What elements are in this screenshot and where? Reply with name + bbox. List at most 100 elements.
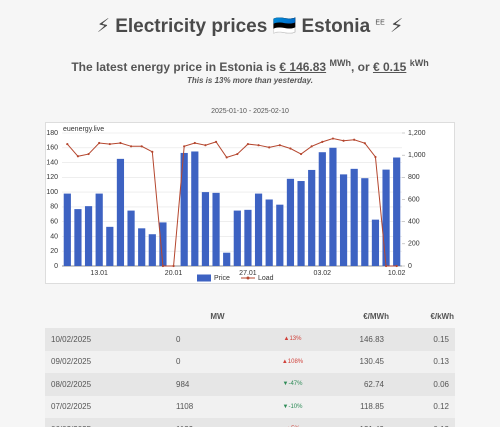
price-mwh: € 146.83 (279, 60, 327, 74)
legend-swatch (246, 276, 250, 280)
bar (159, 222, 167, 266)
point (289, 147, 292, 150)
bar (212, 192, 220, 266)
point (183, 145, 186, 148)
table-row: 07/02/2025 1108 ▼-10% 118.85 0.12 (45, 395, 455, 418)
point (98, 141, 101, 145)
point (321, 140, 324, 143)
point (172, 264, 175, 268)
unit: kWh (409, 58, 429, 68)
line (66, 138, 397, 267)
table: MW €/MWh €/kWh 10/02/2025 0 ▲13% 146.83 0.15 09… (45, 304, 455, 427)
note: This is 13% more than yesterday. (187, 76, 313, 85)
table-cell: 118.85 (360, 402, 384, 412)
table-cell: 130.45 (359, 357, 384, 367)
bar (339, 174, 348, 266)
point (331, 137, 335, 140)
chart: euenergy.live 0 20 40 60 80 100 120 140 160 180 0 2… (45, 122, 455, 284)
y-tick-label: 160 (46, 145, 58, 152)
point (353, 138, 356, 141)
table-cell: 146.83 (359, 334, 384, 344)
table-row: 06/02/20251139▲5%131.490.13 (45, 418, 455, 427)
point (66, 142, 69, 146)
point (278, 144, 281, 147)
table-cell: ▼-10% (282, 403, 303, 410)
point (108, 142, 111, 146)
source: euenergy.live (63, 126, 104, 133)
bar (116, 158, 125, 266)
point (193, 141, 196, 145)
legend-label: Load (258, 275, 274, 282)
x-tick-label: 03.02 (314, 270, 332, 277)
point (310, 145, 313, 148)
bar (244, 209, 252, 266)
bar (223, 252, 231, 266)
price-line: The latest energy price in Estonia is € … (0, 58, 500, 74)
y2-tick-label: 1,200 (408, 130, 426, 137)
point (87, 152, 90, 156)
legend-swatch (197, 274, 211, 282)
y2-tick-label: 600 (408, 196, 420, 203)
table-cell: 0.13 (390, 418, 455, 427)
point (204, 144, 207, 147)
bar (286, 178, 295, 266)
title: ⚡ Electricity prices 🇪🇪 Estonia (96, 16, 371, 37)
title-end: ⚡ (390, 16, 404, 37)
point (236, 152, 239, 156)
point (246, 142, 250, 146)
bar (393, 157, 401, 266)
point (161, 264, 165, 268)
table-cell: 0 (176, 357, 181, 367)
bar (74, 209, 82, 266)
table-cell: 1108 (176, 402, 194, 412)
table-cell: 0.13 (433, 357, 449, 367)
y2-tick-label: 1,000 (408, 152, 426, 159)
table-cell: 06/02/2025 (45, 418, 170, 427)
bar (265, 199, 273, 266)
point (299, 152, 303, 156)
x-tick-label: 20.01 (165, 270, 183, 277)
bar (191, 151, 199, 266)
table-cell: 09/02/2025 (51, 357, 92, 367)
table-cell: 984 (176, 379, 190, 389)
col-header: €/kWh (430, 311, 454, 321)
point (342, 139, 345, 142)
table-cell: ▲108% (281, 358, 304, 365)
point (151, 150, 154, 153)
y-tick-label: 120 (46, 174, 58, 181)
point (129, 145, 133, 148)
bar (106, 226, 114, 266)
table-cell: ▼-47% (282, 381, 303, 388)
point (384, 264, 388, 268)
bar (201, 192, 210, 266)
x-tick-label: 13.01 (90, 270, 108, 277)
point (119, 141, 122, 145)
bar (371, 219, 380, 266)
table-cell: 08/02/2025 (51, 379, 92, 389)
header-row: MW €/MWh €/kWh (45, 304, 455, 328)
table-cell: 07/02/2025 (51, 402, 92, 412)
bar (84, 206, 93, 266)
table-cell: 10/02/2025 (51, 334, 92, 344)
bar (382, 169, 390, 266)
table-cell: 62.74 (363, 379, 384, 389)
table-cell: 0 (176, 334, 181, 344)
table-row: 10/02/2025 0 ▲13% 146.83 0.15 (45, 328, 455, 351)
bar (254, 193, 263, 266)
bar (63, 193, 71, 266)
table-cell: ▲5% (265, 418, 320, 427)
table-row: 09/02/2025 0 ▲108% 130.45 0.13 (45, 350, 455, 373)
y-tick-label: 60 (50, 219, 58, 226)
bar (276, 204, 284, 266)
point (374, 155, 377, 159)
bar (361, 178, 369, 266)
col-header: MW (210, 311, 225, 321)
table-cell: ▲13% (283, 336, 302, 343)
y-tick-label: 140 (46, 159, 58, 166)
legend-label: Price (214, 275, 230, 282)
title-sup: EE (375, 19, 385, 27)
price-kwh: € 0.15 (372, 60, 407, 74)
point (257, 144, 260, 147)
point (76, 155, 80, 158)
